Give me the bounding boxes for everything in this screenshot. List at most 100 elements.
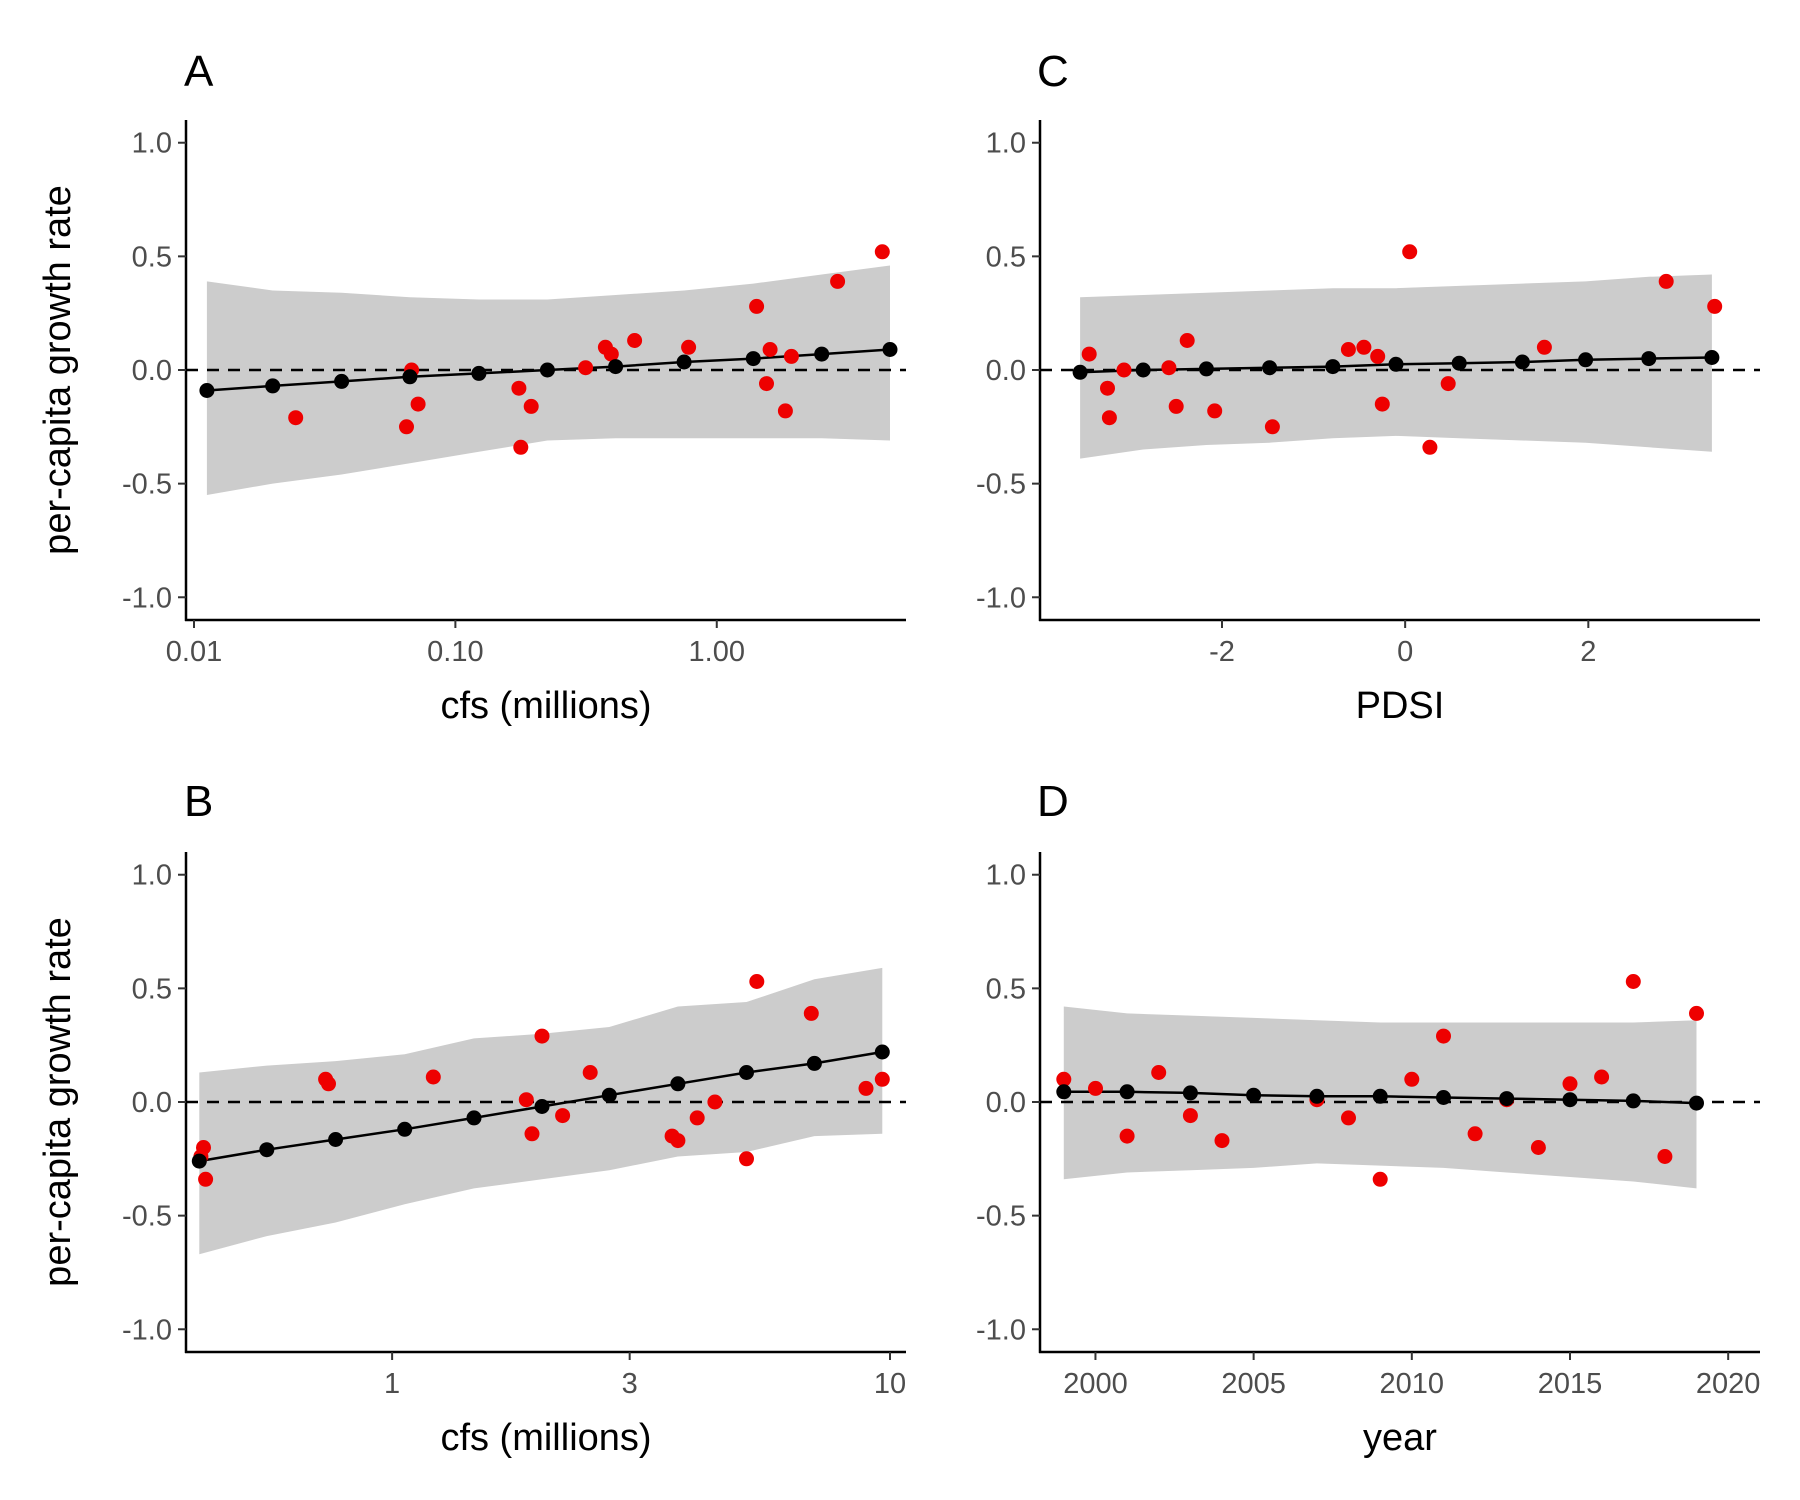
panel-b-predicted-point: [806, 1055, 822, 1071]
panel-c-predicted-point: [1641, 351, 1657, 367]
panel-d-observed-point: [1056, 1071, 1072, 1087]
panel-a-y-axis-title: per-capita growth rate: [37, 185, 79, 555]
panel-d-predicted-point: [1119, 1084, 1135, 1100]
panel-b-predicted-point: [601, 1087, 617, 1103]
panel-a-x-tick-label: 0.10: [427, 636, 483, 668]
panel-d-predicted-point: [1625, 1093, 1641, 1109]
panel-c-y-tick-label: 0.0: [986, 355, 1026, 387]
panel-b-observed-point: [198, 1171, 214, 1187]
panel-b-observed-point: [858, 1080, 874, 1096]
panel-b-observed-point: [518, 1092, 534, 1108]
panel-b-predicted-point: [670, 1076, 686, 1092]
panel-a-observed-point: [511, 380, 527, 396]
panel-d-predicted-point: [1372, 1088, 1388, 1104]
panel-c-observed-point: [1422, 439, 1438, 455]
panel-a-observed-point: [749, 298, 765, 314]
panel-d-predicted-point: [1689, 1095, 1704, 1111]
panel-b-observed-point: [425, 1069, 441, 1085]
panel-c-predicted-point: [1388, 356, 1404, 372]
panel-d-x-tick-label: 2005: [1221, 1368, 1286, 1400]
panel-c-predicted-point: [1198, 361, 1214, 377]
panel-a-observed-point: [578, 360, 594, 376]
panel-a-predicted-point: [265, 378, 281, 394]
panel-b-predicted-point: [191, 1153, 207, 1169]
panel-d: D year -1.0 -0.5 0.0 0.5 1.0 2000 2005 2010 2015…: [976, 777, 1760, 1459]
panel-b-observed-point: [196, 1140, 211, 1155]
panel-a-x-tick-label: 1.00: [689, 636, 745, 668]
panel-c-predicted-point: [1262, 360, 1278, 376]
panel-d-observed-point: [1151, 1065, 1167, 1080]
panel-c-predicted-point: [1514, 354, 1530, 370]
panel-c-observed-point: [1264, 419, 1280, 435]
panel-c-observed-point: [1536, 339, 1552, 355]
panel-a-observed-point: [874, 244, 890, 260]
panel-d-observed-point: [1657, 1149, 1673, 1164]
panel-b-predicted-point: [534, 1099, 550, 1114]
panel-a-observed-point: [762, 342, 778, 357]
panel-c-letter: C: [1037, 47, 1069, 96]
panel-d-observed-point: [1689, 1005, 1704, 1021]
panel-a-observed-point: [783, 348, 799, 364]
panel-d-y-tick-label: 0.0: [986, 1087, 1026, 1119]
panel-b-observed-point: [707, 1094, 723, 1110]
panel-c: C PDSI -1.0 -0.5 0.0 0.5 1.0 -2 0 2: [976, 47, 1760, 727]
panel-a-y-tick-label: 0.0: [132, 355, 172, 387]
panel-c-observed-point: [1658, 273, 1674, 289]
panel-a-predicted-point: [814, 346, 830, 362]
panel-d-predicted-point: [1499, 1091, 1515, 1107]
panel-a-x-axis-title: cfs (millions): [440, 685, 651, 727]
panel-a-predicted-point: [608, 359, 624, 375]
panel-c-y-tick-label: 1.0: [986, 128, 1026, 160]
panel-c-y-tick-label: -0.5: [976, 469, 1026, 501]
panel-b-predicted-point: [874, 1044, 890, 1060]
panel-d-y-tick-label: -0.5: [976, 1201, 1026, 1233]
panel-c-observed-point: [1101, 410, 1117, 426]
panel-a-observed-point: [777, 403, 793, 419]
panel-b-predicted-point: [328, 1132, 344, 1147]
panel-c-predicted-point: [1072, 364, 1088, 380]
panel-d-observed-point: [1372, 1171, 1388, 1187]
panel-a: A per-capita growth rate cfs (millions) …: [37, 47, 906, 727]
panel-d-x-tick-label: 2015: [1538, 1368, 1603, 1400]
panel-a-predicted-point: [402, 369, 418, 385]
panel-d-predicted-point: [1562, 1092, 1578, 1108]
panel-a-observed-point: [627, 333, 643, 348]
panel-d-y-tick-label: -1.0: [976, 1314, 1026, 1346]
panel-b-x-tick-label: 1: [384, 1368, 400, 1400]
panel-d-observed-point: [1088, 1080, 1103, 1096]
panel-d-observed-point: [1625, 974, 1641, 989]
panel-a-y-tick-label: 1.0: [132, 128, 172, 160]
panel-b-observed-point: [670, 1133, 686, 1149]
panel-b-y-tick-label: -0.5: [122, 1201, 172, 1233]
panel-a-observed-point: [681, 339, 697, 355]
panel-a-predicted-point: [882, 342, 898, 357]
panel-a-confidence-band: [206, 265, 890, 495]
panel-a-observed-point: [288, 410, 304, 426]
panel-b-x-axis-title: cfs (millions): [440, 1417, 651, 1459]
panel-b-observed-point: [749, 974, 765, 989]
panel-b-observed-point: [321, 1076, 336, 1092]
panel-b-y-tick-label: -1.0: [122, 1314, 172, 1346]
panel-c-observed-point: [1100, 380, 1115, 396]
panel-c-observed-point: [1402, 244, 1418, 260]
panel-a-predicted-point: [745, 351, 761, 367]
panel-d-predicted-point: [1309, 1088, 1325, 1104]
panel-a-observed-point: [399, 419, 414, 435]
panel-c-predicted-point: [1325, 359, 1341, 375]
panel-d-observed-point: [1467, 1126, 1483, 1142]
panel-b-observed-point: [534, 1028, 550, 1044]
panel-b-predicted-point: [466, 1110, 482, 1126]
panel-c-x-axis-title: PDSI: [1356, 685, 1445, 727]
panel-a-observed-point: [410, 396, 426, 412]
panel-d-observed-point: [1594, 1069, 1610, 1085]
panel-c-observed-point: [1374, 396, 1390, 412]
panel-d-x-tick-label: 2010: [1380, 1368, 1445, 1400]
panel-b-predicted-point: [259, 1142, 275, 1158]
panel-c-observed-point: [1081, 346, 1097, 362]
panel-b-observed-point: [803, 1005, 819, 1021]
panel-d-observed-point: [1436, 1028, 1451, 1044]
panel-d-observed-point: [1530, 1140, 1546, 1155]
panel-c-x-tick-label: 2: [1580, 636, 1596, 668]
panel-c-observed-point: [1440, 376, 1456, 392]
